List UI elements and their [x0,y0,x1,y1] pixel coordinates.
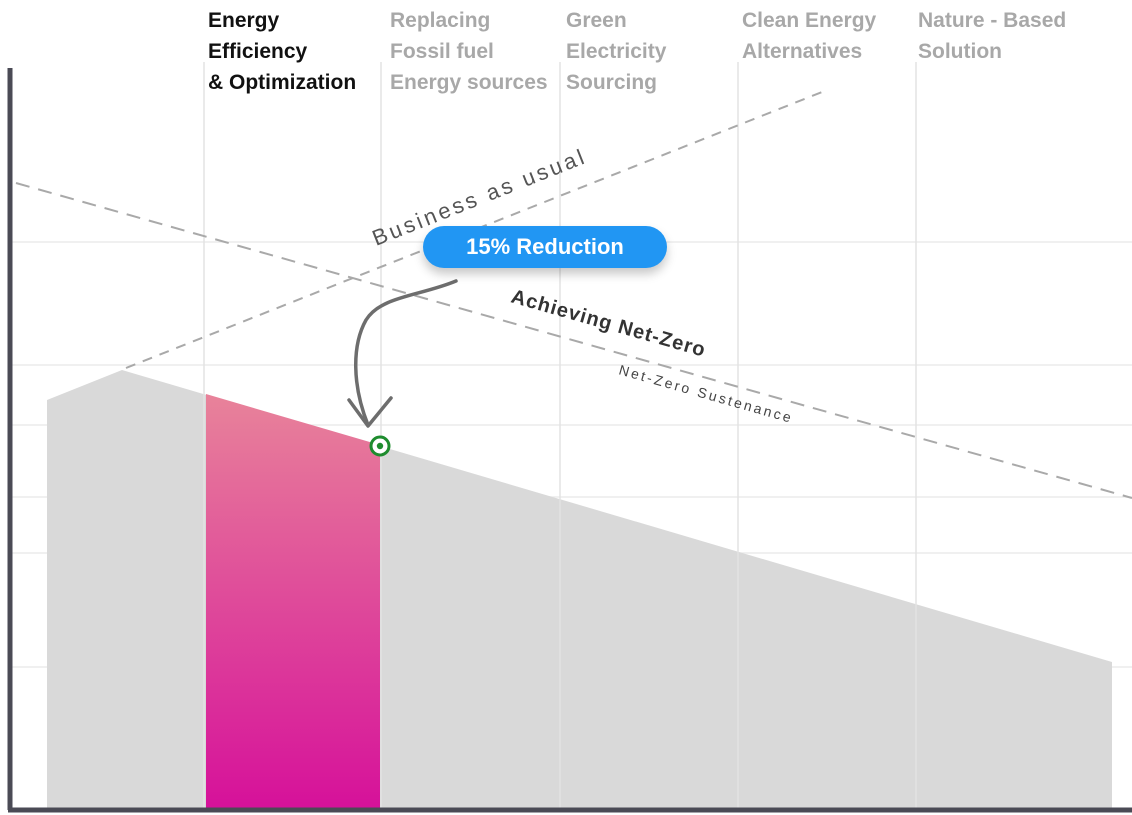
phase-header-line: Green [566,9,627,32]
phase-header-line: Solution [918,40,1002,63]
phase-separators [203,62,917,808]
phase-header-green-electricity: Green Electricity Sourcing [566,5,666,98]
phase-header-line: Clean Energy [742,9,877,32]
phase-header-line: & Optimization [208,71,357,94]
axes [7,68,1132,813]
phase-header-nature-based: Nature - Based Solution [918,5,1066,67]
arrow-head-icon [347,396,393,428]
phase-header-line: Nature - Based [918,9,1067,32]
phase-header-replacing-fossil-fuel: Replacing Fossil fuel Energy sources [390,5,548,98]
phase-header-line: Replacing [390,9,491,32]
phase-header-line: Energy [208,9,280,32]
phase-header-line: Fossil fuel [390,40,494,63]
achieving-net-zero-label: Achieving Net-Zero [509,286,709,362]
phase-header-line: Energy sources [390,71,548,94]
reduction-callout-badge: 15% Reduction [423,226,667,268]
active-phase-band [206,394,380,808]
net-zero-sustenance-label: Net-Zero Sustenance [617,361,795,426]
phase-header-line: Electricity [566,40,667,63]
net-zero-target-line [15,182,1132,499]
phase-header-clean-energy: Clean Energy Alternatives [742,5,876,67]
reduction-arrow [354,279,458,427]
phase-header-energy-efficiency: Energy Efficiency & Optimization [208,5,356,98]
target-marker-icon [369,435,391,457]
phase-header-line: Alternatives [742,40,863,63]
phase-header-line: Sourcing [566,71,658,94]
phase-header-line: Efficiency [208,40,308,63]
